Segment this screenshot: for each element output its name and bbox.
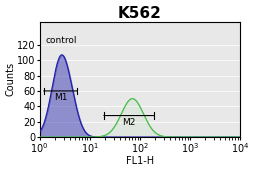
Text: M2: M2 xyxy=(122,118,135,127)
Text: M1: M1 xyxy=(53,93,67,102)
Text: control: control xyxy=(45,36,77,45)
Y-axis label: Counts: Counts xyxy=(6,62,15,96)
X-axis label: FL1-H: FL1-H xyxy=(125,157,153,166)
Title: K562: K562 xyxy=(118,6,161,21)
